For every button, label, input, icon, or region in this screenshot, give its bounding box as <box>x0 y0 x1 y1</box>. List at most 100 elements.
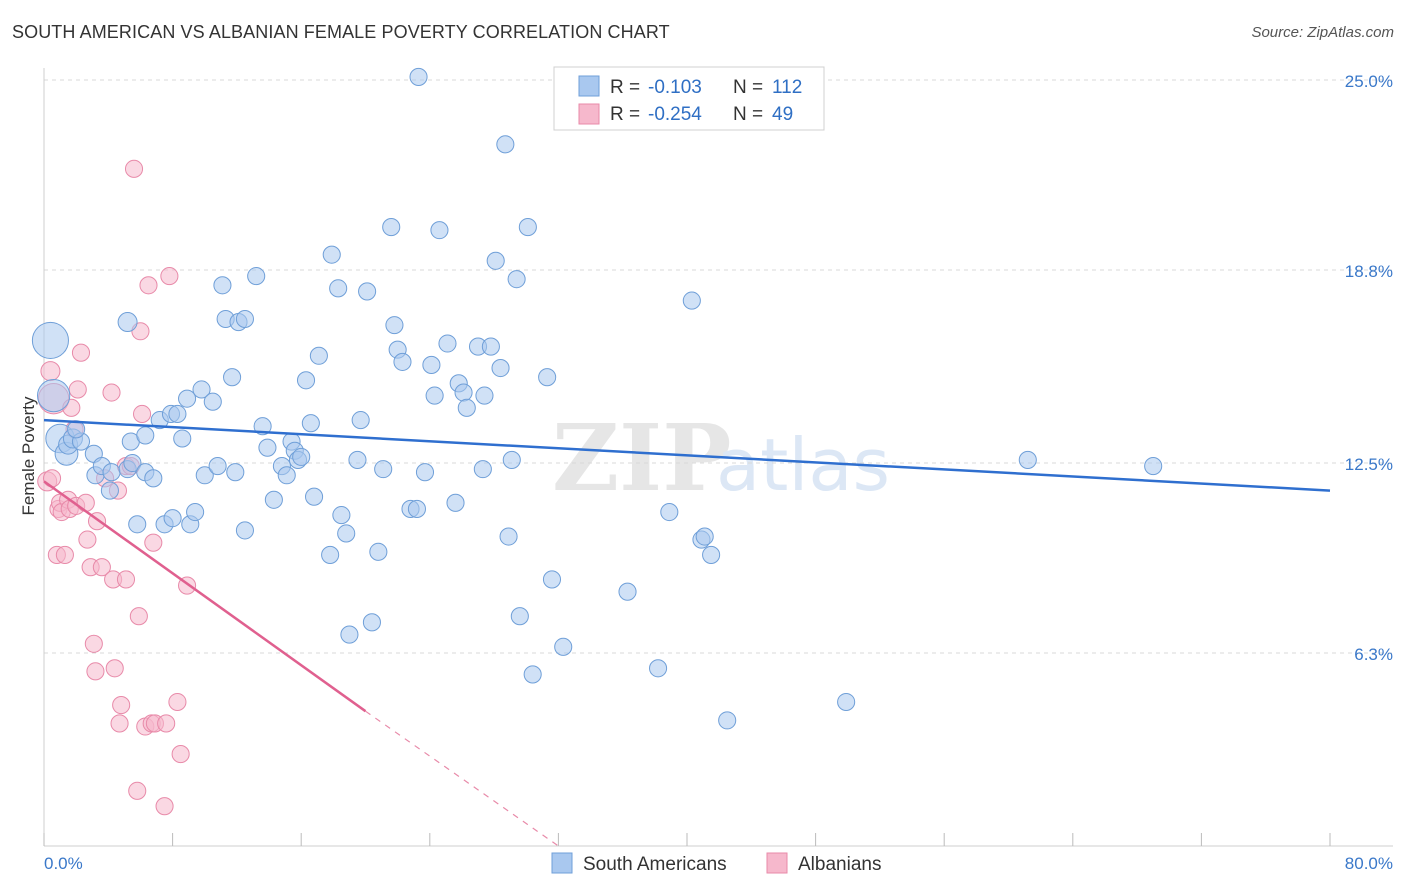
south-americans-point <box>481 337 500 356</box>
south-americans-point <box>321 545 340 564</box>
axes <box>43 68 1393 847</box>
y-tick-label: 25.0% <box>1345 72 1393 91</box>
south-americans-point <box>226 463 245 482</box>
south-americans-point <box>235 309 254 329</box>
albanians-point <box>116 570 136 589</box>
south-americans-point <box>136 426 155 445</box>
x-tick-labels: 0.0% 80.0% <box>44 854 1393 873</box>
south-americans-point <box>192 380 211 399</box>
albanians-point <box>168 692 187 712</box>
source-note: Source: ZipAtlas.com <box>1251 24 1394 41</box>
legend-n-label-2: N = <box>733 104 763 125</box>
south-americans-point <box>491 358 510 378</box>
south-americans-point <box>507 270 526 289</box>
albanians-point <box>110 714 129 733</box>
south-americans-point <box>277 466 296 485</box>
south-americans-point <box>475 386 494 405</box>
watermark-zip: ZIP <box>552 404 731 512</box>
south-americans-point <box>502 450 521 469</box>
south-americans-point <box>31 321 69 359</box>
south-americans-point <box>454 383 473 402</box>
south-americans-point <box>305 487 324 506</box>
albanians-point <box>155 797 174 816</box>
x-tick-label-max: 80.0% <box>1345 854 1393 873</box>
south-americans-point <box>362 613 381 632</box>
series-legend-label-south-americans: South Americans <box>583 854 727 875</box>
south-americans-point <box>213 276 232 295</box>
south-americans-point <box>358 282 377 301</box>
correlation-legend: R = -0.103 N = 112 R = -0.254 N = 49 <box>553 66 825 131</box>
south-americans-point <box>301 414 320 433</box>
south-americans-point <box>195 466 214 485</box>
south-americans-point <box>718 711 737 730</box>
albanians-point <box>102 383 121 402</box>
south-americans-point <box>446 493 465 512</box>
y-tick-label: 12.5% <box>1345 455 1393 474</box>
south-americans-point <box>117 312 138 333</box>
south-americans-points <box>31 67 1163 730</box>
y-axis-title: Female Poverty <box>19 396 38 516</box>
south-americans-point <box>385 316 404 335</box>
trend-lines <box>43 418 1331 847</box>
south-americans-point <box>337 524 356 543</box>
albanians-point <box>139 276 158 295</box>
legend-n-label-1: N = <box>733 77 763 98</box>
south-americans-point <box>523 665 542 684</box>
albanians-point <box>40 361 61 382</box>
south-americans-point <box>168 404 187 424</box>
south-americans-point <box>123 453 142 473</box>
legend-r-label-1: R = <box>610 77 640 98</box>
albanians-point <box>144 533 163 552</box>
albanians-point <box>112 696 131 715</box>
south-americans-point <box>837 692 856 712</box>
albanians-point <box>71 343 91 362</box>
south-americans-point <box>348 450 367 469</box>
south-americans-point <box>518 218 537 237</box>
south-americans-point <box>369 542 388 561</box>
south-americans-point <box>292 447 311 466</box>
south-americans-point <box>682 291 701 310</box>
grid <box>44 79 1393 654</box>
south-americans-point <box>223 368 242 387</box>
albanians-point <box>76 493 95 512</box>
y-tick-label: 18.8% <box>1345 262 1393 281</box>
south-americans-point <box>247 267 266 286</box>
south-americans-point <box>340 625 359 644</box>
albanians-point <box>129 607 148 626</box>
albanians-point <box>160 267 179 286</box>
south-americans-point <box>208 457 227 476</box>
south-americans-point <box>296 371 316 390</box>
south-americans-point <box>407 499 426 519</box>
south-americans-point <box>186 502 205 522</box>
south-americans-point <box>554 637 573 656</box>
south-americans-point <box>253 417 272 436</box>
albanians-point <box>92 558 111 577</box>
albanians-point <box>157 714 176 733</box>
trend-line-albanians-extension <box>365 710 559 847</box>
south-americans-point <box>457 398 476 417</box>
south-americans-point <box>473 460 492 479</box>
series-legend-label-albanians: Albanians <box>798 854 881 875</box>
y-tick-labels: 6.3% 12.5% 18.8% 25.0% <box>1345 72 1393 664</box>
south-americans-point <box>329 279 348 298</box>
legend-swatch-albanians <box>578 103 600 125</box>
legend-r-label-2: R = <box>610 104 640 125</box>
legend-swatch-south-americans <box>578 75 600 97</box>
south-americans-point <box>660 502 679 522</box>
south-americans-point <box>438 334 457 353</box>
albanians-point <box>171 745 190 764</box>
trend-line-south-americans <box>43 418 1331 492</box>
south-americans-point <box>1144 457 1163 476</box>
south-americans-point <box>351 411 370 430</box>
albanians-point <box>128 781 147 800</box>
chart-title: SOUTH AMERICAN VS ALBANIAN FEMALE POVERT… <box>12 22 670 42</box>
south-americans-point <box>393 352 412 371</box>
south-americans-point <box>409 67 428 86</box>
albanians-point <box>84 634 103 653</box>
south-americans-point <box>374 460 393 479</box>
south-americans-point <box>382 218 401 237</box>
south-americans-point <box>100 481 119 500</box>
south-americans-point <box>430 221 449 240</box>
series-legend-swatch-south-americans <box>551 852 573 874</box>
